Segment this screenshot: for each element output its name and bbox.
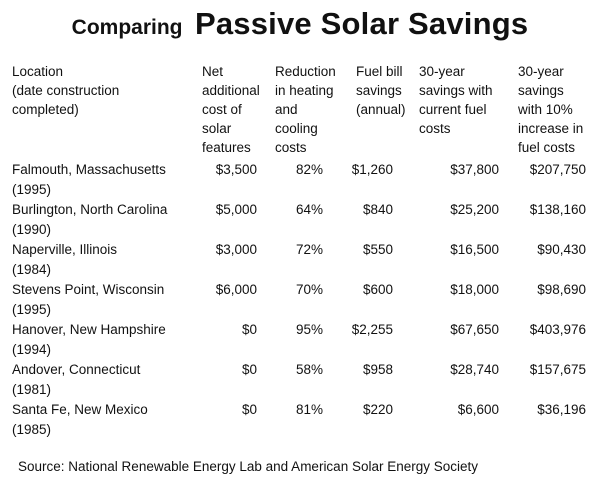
current-30yr-cell: $18,000 <box>450 282 499 297</box>
increase-30yr-cell: $157,675 <box>529 362 586 377</box>
header-location: Location (date construction completed) <box>12 64 120 117</box>
increase-30yr-cell: $207,750 <box>529 162 586 177</box>
location-cell: Hanover, New Hampshire (1994) <box>12 320 166 360</box>
annual-savings-cell: $958 <box>362 362 393 377</box>
table-row: Stevens Point, Wisconsin (1995) $6,000 7… <box>0 280 600 320</box>
completion-year: (1981) <box>12 382 52 397</box>
current-30yr-cell: $67,650 <box>450 322 499 337</box>
annual-savings-cell: $600 <box>362 282 393 297</box>
net-cost-cell: $3,000 <box>215 242 257 257</box>
annual-savings-cell: $2,255 <box>351 322 393 337</box>
completion-year: (1995) <box>12 302 52 317</box>
location-cell: Stevens Point, Wisconsin (1995) <box>12 280 164 320</box>
title-main: Passive Solar Savings <box>194 6 529 41</box>
increase-30yr-cell: $90,430 <box>537 242 586 257</box>
current-30yr-cell: $28,740 <box>450 362 499 377</box>
net-cost-cell: $0 <box>241 322 257 337</box>
reduction-cell: 64% <box>295 202 323 217</box>
location-name: Andover, Connecticut <box>12 362 141 377</box>
table-row: Andover, Connecticut (1981) $0 58% $958 … <box>0 360 600 400</box>
net-cost-cell: $5,000 <box>215 202 257 217</box>
title-prefix: Comparing <box>71 16 183 39</box>
completion-year: (1984) <box>12 262 52 277</box>
location-name: Falmouth, Massachusetts <box>12 162 166 177</box>
header-fuel-bill-savings: Fuel bill savings (annual) <box>356 64 406 117</box>
annual-savings-cell: $840 <box>362 202 393 217</box>
completion-year: (1990) <box>12 222 52 237</box>
increase-30yr-cell: $403,976 <box>529 322 586 337</box>
table-row: Burlington, North Carolina (1990) $5,000… <box>0 200 600 240</box>
location-cell: Falmouth, Massachusetts (1995) <box>12 160 166 200</box>
increase-30yr-cell: $138,160 <box>529 202 586 217</box>
table-row: Hanover, New Hampshire (1994) $0 95% $2,… <box>0 320 600 360</box>
location-name: Burlington, North Carolina <box>12 202 168 217</box>
current-30yr-cell: $16,500 <box>450 242 499 257</box>
reduction-cell: 82% <box>295 162 323 177</box>
net-cost-cell: $0 <box>241 402 257 417</box>
current-30yr-cell: $25,200 <box>450 202 499 217</box>
increase-30yr-cell: $36,196 <box>537 402 586 417</box>
annual-savings-cell: $220 <box>362 402 393 417</box>
location-cell: Santa Fe, New Mexico (1985) <box>12 400 148 440</box>
source-note: Source: National Renewable Energy Lab an… <box>18 459 479 474</box>
location-name: Stevens Point, Wisconsin <box>12 282 165 297</box>
location-name: Santa Fe, New Mexico <box>12 402 148 417</box>
header-30yr-current: 30-year savings with current fuel costs <box>419 64 493 136</box>
location-name: Hanover, New Hampshire <box>12 322 166 337</box>
current-30yr-cell: $37,800 <box>450 162 499 177</box>
net-cost-cell: $0 <box>241 362 257 377</box>
annual-savings-cell: $550 <box>362 242 393 257</box>
increase-30yr-cell: $98,690 <box>537 282 586 297</box>
reduction-cell: 70% <box>295 282 323 297</box>
header-reduction: Reduction in heating and cooling costs <box>275 64 336 155</box>
location-cell: Naperville, Illinois (1984) <box>12 240 117 280</box>
reduction-cell: 95% <box>295 322 323 337</box>
location-cell: Andover, Connecticut (1981) <box>12 360 140 400</box>
location-cell: Burlington, North Carolina (1990) <box>12 200 167 240</box>
net-cost-cell: $3,500 <box>215 162 257 177</box>
header-30yr-increase: 30-year savings with 10% increase in fue… <box>518 64 584 155</box>
reduction-cell: 81% <box>295 402 323 417</box>
location-name: Naperville, Illinois <box>12 242 118 257</box>
annual-savings-cell: $1,260 <box>351 162 393 177</box>
table-row: Naperville, Illinois (1984) $3,000 72% $… <box>0 240 600 280</box>
completion-year: (1985) <box>12 422 52 437</box>
header-net-cost: Net additional cost of solar features <box>202 64 260 155</box>
table-row: Falmouth, Massachusetts (1995) $3,500 82… <box>0 160 600 200</box>
completion-year: (1994) <box>12 342 52 357</box>
current-30yr-cell: $6,600 <box>457 402 499 417</box>
net-cost-cell: $6,000 <box>215 282 257 297</box>
table-row: Santa Fe, New Mexico (1985) $0 81% $220 … <box>0 400 600 440</box>
reduction-cell: 58% <box>295 362 323 377</box>
page-title: Comparing Passive Solar Savings <box>0 6 600 42</box>
reduction-cell: 72% <box>295 242 323 257</box>
completion-year: (1995) <box>12 182 52 197</box>
